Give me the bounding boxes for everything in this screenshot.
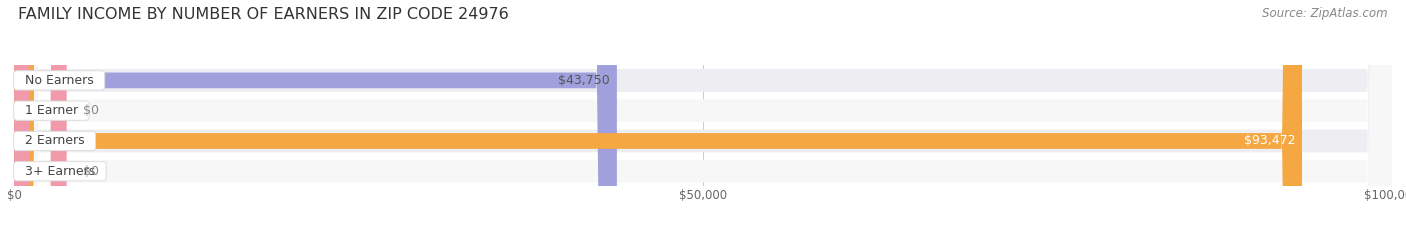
FancyBboxPatch shape (14, 0, 1392, 233)
Text: $0: $0 (83, 104, 98, 117)
FancyBboxPatch shape (14, 0, 66, 233)
Text: $0: $0 (83, 165, 98, 178)
Text: 1 Earner: 1 Earner (17, 104, 86, 117)
Text: 3+ Earners: 3+ Earners (17, 165, 103, 178)
FancyBboxPatch shape (14, 0, 1392, 233)
FancyBboxPatch shape (14, 0, 66, 233)
FancyBboxPatch shape (14, 0, 1392, 233)
Text: No Earners: No Earners (17, 74, 101, 87)
Text: $43,750: $43,750 (558, 74, 610, 87)
Text: $93,472: $93,472 (1243, 134, 1295, 147)
Text: FAMILY INCOME BY NUMBER OF EARNERS IN ZIP CODE 24976: FAMILY INCOME BY NUMBER OF EARNERS IN ZI… (18, 7, 509, 22)
Text: 2 Earners: 2 Earners (17, 134, 93, 147)
FancyBboxPatch shape (14, 0, 617, 233)
FancyBboxPatch shape (14, 0, 1302, 233)
Text: Source: ZipAtlas.com: Source: ZipAtlas.com (1263, 7, 1388, 20)
FancyBboxPatch shape (14, 0, 1392, 233)
